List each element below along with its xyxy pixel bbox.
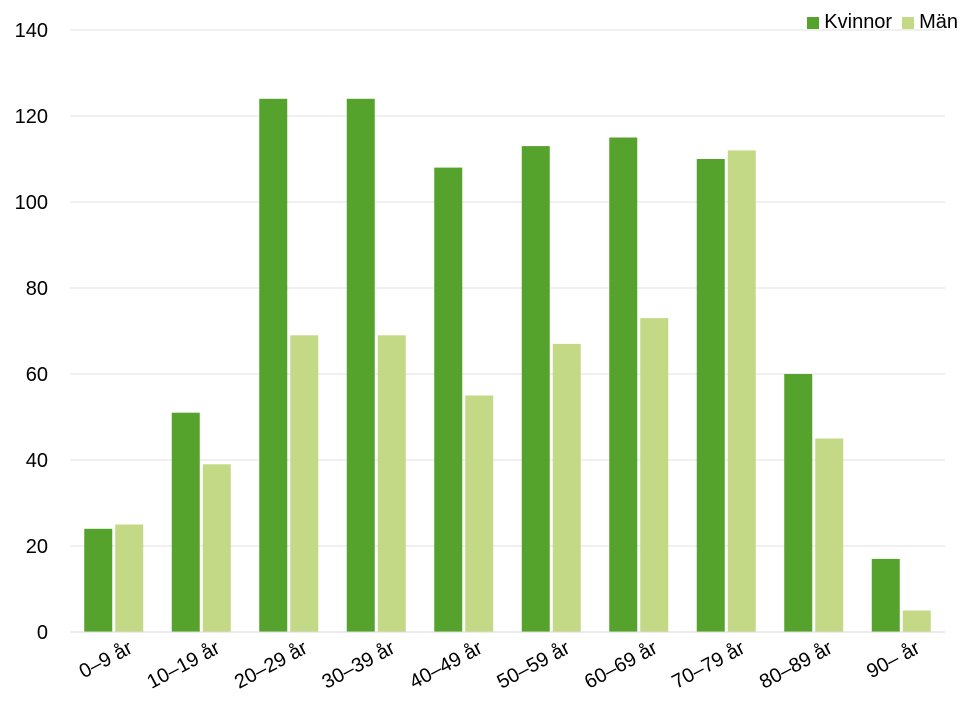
bar-man bbox=[115, 524, 144, 632]
bar-man bbox=[727, 150, 756, 632]
bar-kvinnor bbox=[609, 137, 638, 632]
bar-man bbox=[902, 610, 931, 632]
bar-kvinnor bbox=[871, 558, 900, 632]
bar-man bbox=[377, 335, 406, 632]
bar-man bbox=[815, 438, 844, 632]
x-axis-ticks: 0–9 år 10–19 år 20–29 år 30–39 år 40–49 år 50… bbox=[76, 637, 924, 694]
x-tick-label: 50–59 år bbox=[494, 637, 574, 694]
legend: Kvinnor Män bbox=[797, 11, 958, 34]
x-tick-label: 10–19 år bbox=[144, 637, 224, 694]
y-tick-label: 140 bbox=[15, 20, 48, 42]
legend-label-man: Män bbox=[919, 11, 958, 33]
bar-man bbox=[202, 464, 231, 632]
legend-label-kvinnor: Kvinnor bbox=[824, 11, 893, 33]
x-tick-label: 0–9 år bbox=[76, 637, 137, 683]
bar-kvinnor bbox=[784, 374, 813, 632]
x-tick-label: 30–39 år bbox=[319, 637, 399, 694]
bar-man bbox=[640, 318, 669, 632]
x-tick-label: 60–69 år bbox=[581, 637, 661, 694]
bar-kvinnor bbox=[346, 98, 375, 633]
legend-swatch-man bbox=[902, 16, 915, 29]
x-tick-label: 40–49 år bbox=[406, 637, 486, 694]
bar-man bbox=[465, 395, 494, 632]
x-tick-label: 20–29 år bbox=[231, 637, 311, 694]
bar-kvinnor bbox=[84, 528, 113, 632]
bar-kvinnor bbox=[434, 167, 463, 632]
bar-kvinnor bbox=[171, 412, 200, 632]
legend-item-kvinnor: Kvinnor bbox=[807, 11, 892, 34]
bar-man bbox=[552, 343, 581, 632]
bars bbox=[84, 98, 931, 633]
bar-kvinnor bbox=[696, 159, 725, 632]
y-tick-label: 120 bbox=[15, 106, 48, 128]
gridlines bbox=[70, 29, 945, 547]
x-tick-label: 90– år bbox=[863, 637, 924, 683]
y-tick-label: 60 bbox=[26, 364, 48, 386]
x-tick-label: 70–79 år bbox=[669, 637, 749, 694]
bar-kvinnor bbox=[521, 146, 550, 632]
bar-kvinnor bbox=[259, 98, 288, 633]
y-axis-ticks: 0 20 40 60 80 100 120 140 bbox=[15, 20, 48, 644]
legend-swatch-kvinnor bbox=[807, 16, 820, 29]
x-tick-label: 80–89 år bbox=[756, 637, 836, 694]
y-tick-label: 0 bbox=[37, 622, 48, 644]
y-tick-label: 100 bbox=[15, 192, 48, 214]
y-tick-label: 40 bbox=[26, 450, 48, 472]
legend-item-man: Män bbox=[902, 11, 958, 34]
bar-man bbox=[290, 335, 319, 632]
y-tick-label: 20 bbox=[26, 536, 48, 558]
y-tick-label: 80 bbox=[26, 278, 48, 300]
